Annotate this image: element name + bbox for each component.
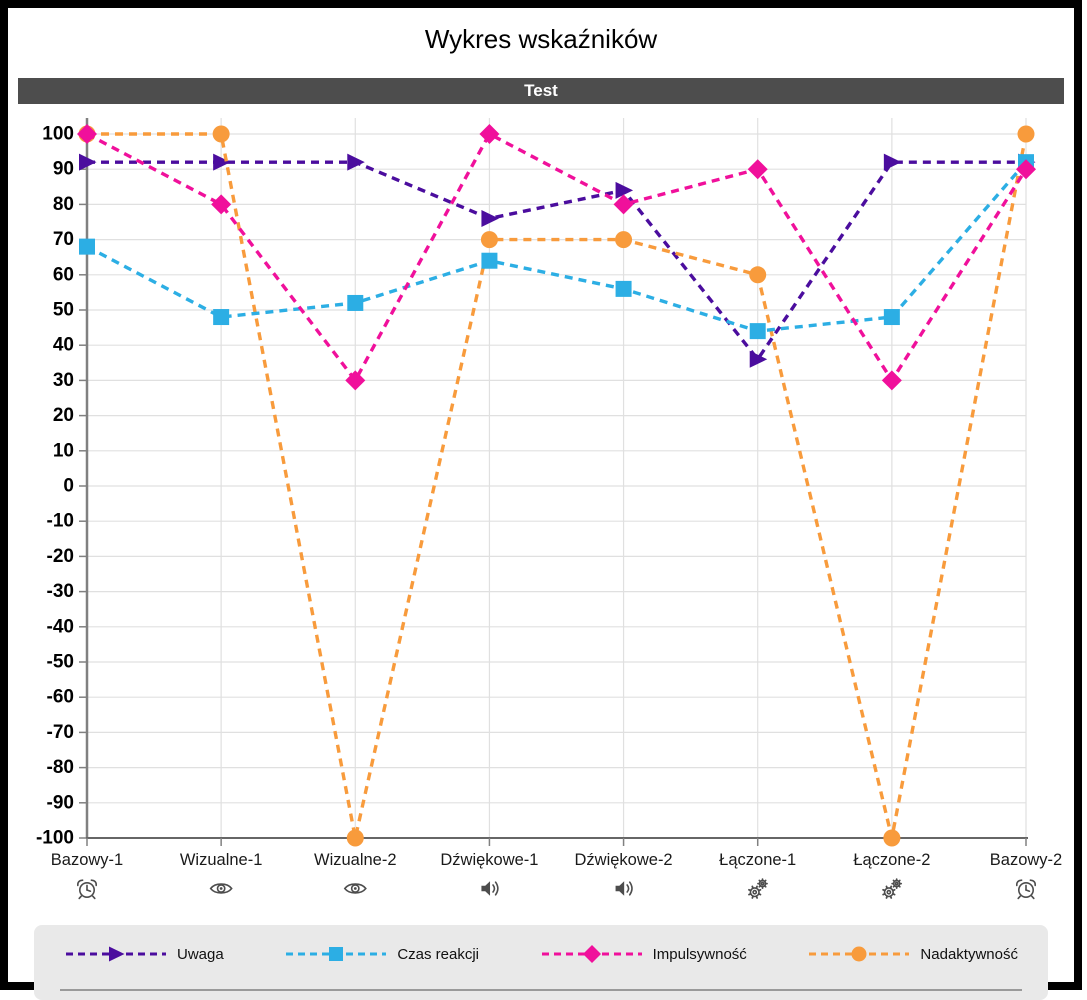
alarm-clock-icon xyxy=(1015,879,1037,900)
gears-icon xyxy=(748,878,768,899)
y-tick-label: -60 xyxy=(47,687,74,708)
y-tick-label: 70 xyxy=(53,229,74,250)
page-title: Wykres wskaźników xyxy=(424,24,658,54)
x-axis-labels: Bazowy-1 Wizualne-1 Wizualne-2 Dźwiękowe-1 D… xyxy=(51,851,1062,900)
legend-item-2: Czas reakcji xyxy=(284,942,479,966)
eye-icon xyxy=(343,883,367,894)
speaker-icon xyxy=(615,881,633,896)
x-tick-label: Dźwiękowe-2 xyxy=(575,851,673,869)
legend-item-3: Impulsywność xyxy=(540,942,747,966)
legend-label: Uwaga xyxy=(177,945,224,963)
chart-area: 100 90 80 70 60 50 40 30 20 10 0 -10 -20 -30 -40 -50 -60… xyxy=(8,104,1074,925)
y-tick-label: 100 xyxy=(42,124,74,145)
x-tick-label: Wizualne-1 xyxy=(180,851,263,869)
y-tick-label: 90 xyxy=(53,159,74,180)
legend-label: Czas reakcji xyxy=(397,945,479,963)
legend-label: Nadaktywność xyxy=(920,945,1018,963)
y-tick-label: -10 xyxy=(47,511,74,532)
x-tick-label: Wizualne-2 xyxy=(314,851,397,869)
y-tick-label: 50 xyxy=(53,300,74,321)
y-tick-label: 20 xyxy=(53,405,74,426)
y-tick-label: 30 xyxy=(53,370,74,391)
legend-item-4: Nadaktywność xyxy=(807,942,1018,966)
y-tick-label: -70 xyxy=(47,722,74,743)
x-tick-label: Łączone-1 xyxy=(719,851,796,869)
x-tick-label: Bazowy-2 xyxy=(990,851,1062,869)
gridlines xyxy=(87,118,1027,838)
series-3 xyxy=(77,124,1036,391)
x-tick-label: Bazowy-1 xyxy=(51,851,123,869)
series-2 xyxy=(79,154,1034,340)
legend-item-1: Uwaga xyxy=(64,942,224,966)
y-tick-label: -40 xyxy=(47,616,74,637)
y-tick-label: -50 xyxy=(47,652,74,673)
speaker-icon xyxy=(481,881,499,896)
section-header-bar: Test xyxy=(18,78,1064,104)
gears-icon xyxy=(882,878,903,899)
y-tick-label: -100 xyxy=(36,828,74,849)
y-tick-label: -30 xyxy=(47,581,74,602)
alarm-clock-icon xyxy=(76,879,98,900)
x-tick-label: Dźwiękowe-1 xyxy=(440,851,538,869)
y-tick-label: 40 xyxy=(53,335,74,356)
chart-legend: Uwaga Czas reakcji Impulsywność Nadaktywnoś… xyxy=(34,925,1048,1000)
y-tick-label: 0 xyxy=(63,476,74,497)
legend-divider xyxy=(60,989,1022,991)
triangle-right-legend-swatch xyxy=(66,946,166,962)
y-axis: 1009080706050403020100-10-20-30-40-50-60… xyxy=(36,118,89,849)
y-tick-label: -20 xyxy=(47,546,74,567)
y-tick-label: 10 xyxy=(53,440,74,461)
y-tick-label: -80 xyxy=(47,757,74,778)
circle-legend-swatch xyxy=(809,946,910,962)
y-tick-label: -90 xyxy=(47,792,74,813)
eye-icon xyxy=(209,883,233,894)
y-tick-label: 80 xyxy=(53,194,74,215)
square-legend-swatch xyxy=(286,947,387,961)
series-4 xyxy=(78,125,1035,847)
diamond-legend-swatch xyxy=(541,945,642,963)
y-tick-label: 60 xyxy=(53,264,74,285)
x-tick-label: Łączone-2 xyxy=(853,851,930,869)
chart-canvas: 1009080706050403020100-10-20-30-40-50-60… xyxy=(36,118,1062,900)
legend-label: Impulsywność xyxy=(652,945,747,963)
